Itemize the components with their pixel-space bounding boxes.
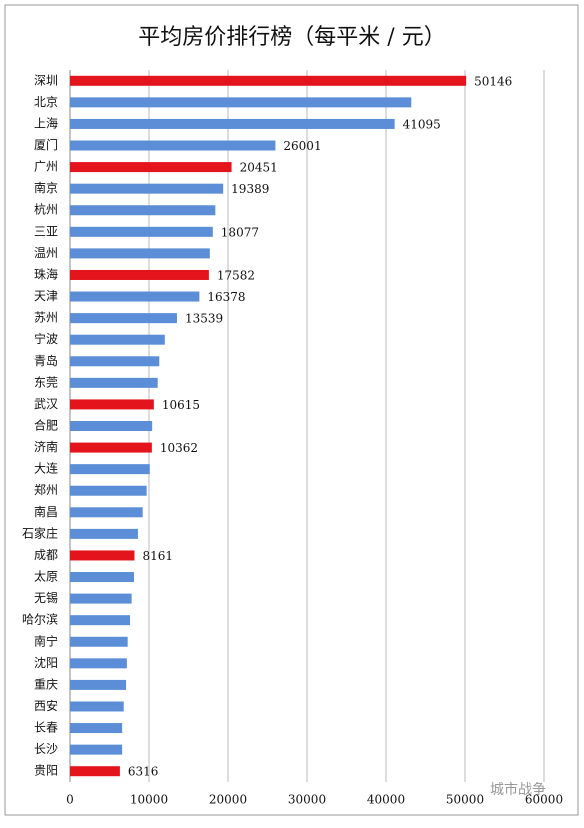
value-label: 8161 [142,549,173,563]
bar [70,162,232,173]
value-label: 19389 [231,182,269,196]
x-tick-label: 10000 [130,793,168,807]
bar [70,399,154,410]
y-tick-label: 宁波 [34,331,58,346]
bar [70,550,135,561]
bar [70,118,395,129]
value-label: 41095 [403,117,441,131]
value-label: 17582 [217,268,255,282]
y-tick-label: 成都 [34,548,58,562]
bar [70,679,127,690]
frame [4,4,579,816]
y-tick-label: 合肥 [34,418,58,433]
y-tick-label: 南宁 [34,633,58,648]
bar [70,269,209,280]
bar [70,744,123,755]
y-tick-label: 武汉 [34,397,58,411]
y-tick-label: 济南 [34,439,58,454]
value-label: 16378 [207,290,245,304]
y-tick-label: 厦门 [34,137,58,152]
y-tick-label: 三亚 [34,224,58,238]
x-tick-label: 30000 [288,793,326,807]
bar [70,593,132,604]
y-tick-label: 石家庄 [22,525,58,540]
y-tick-label: 长沙 [34,742,58,756]
bar [70,377,158,388]
y-tick-label: 西安 [34,698,58,713]
bar [70,766,120,777]
bar [70,421,153,431]
y-tick-label: 南昌 [34,504,58,519]
y-tick-label: 南京 [34,180,58,195]
value-label: 10615 [162,398,200,412]
y-tick-label: 广州 [34,160,58,174]
y-tick-label: 上海 [34,115,58,130]
y-tick-label: 温州 [34,246,58,260]
bar [70,140,276,151]
y-tick-label: 深圳 [34,73,58,87]
bar [70,334,165,345]
y-tick-label: 苏州 [34,311,58,325]
y-tick-label: 无锡 [34,590,58,605]
bar [70,183,224,194]
x-tick-label: 50000 [446,793,484,807]
bar [70,205,216,216]
chart-title: 平均房价排行榜（每平米 / 元） [138,25,445,50]
bar [70,97,412,108]
value-label: 18077 [221,225,259,239]
x-tick-label: 20000 [209,793,247,807]
y-tick-label: 青岛 [34,353,58,368]
y-tick-label: 郑州 [34,482,58,497]
bar [70,528,138,539]
bar [70,356,160,367]
y-tick-label: 太原 [34,569,58,584]
bar [70,636,128,647]
x-tick-label: 60000 [525,793,563,807]
value-label: 10362 [160,441,198,455]
watermark: 城市战争 [490,781,546,798]
bar [70,464,150,475]
bar [70,658,127,669]
value-label: 50146 [474,74,512,88]
y-tick-label: 天津 [34,289,58,303]
value-label: 6316 [128,765,159,779]
bar [70,723,123,734]
bar [70,291,200,302]
x-tick-label: 40000 [367,793,405,807]
y-tick-label: 贵阳 [34,764,58,778]
y-tick-label: 北京 [34,95,58,109]
y-tick-label: 哈尔滨 [22,612,58,627]
bar [70,442,152,453]
bar [70,313,177,324]
value-label: 13539 [185,312,223,326]
y-tick-label: 沈阳 [34,655,58,670]
bar [70,701,124,712]
bar [70,485,147,496]
bar [70,507,143,518]
y-tick-label: 珠海 [34,266,58,281]
value-label: 26001 [283,139,321,153]
bar [70,572,134,583]
bar [70,248,210,259]
y-tick-label: 东莞 [34,375,58,389]
bar [70,75,467,86]
y-tick-label: 杭州 [34,202,58,217]
y-tick-label: 重庆 [34,677,58,691]
value-label: 20451 [240,161,278,175]
y-tick-label: 长春 [34,721,58,735]
bar [70,615,131,626]
x-tick-label: 0 [66,793,74,807]
bar [70,226,213,237]
y-tick-label: 大连 [34,461,58,476]
